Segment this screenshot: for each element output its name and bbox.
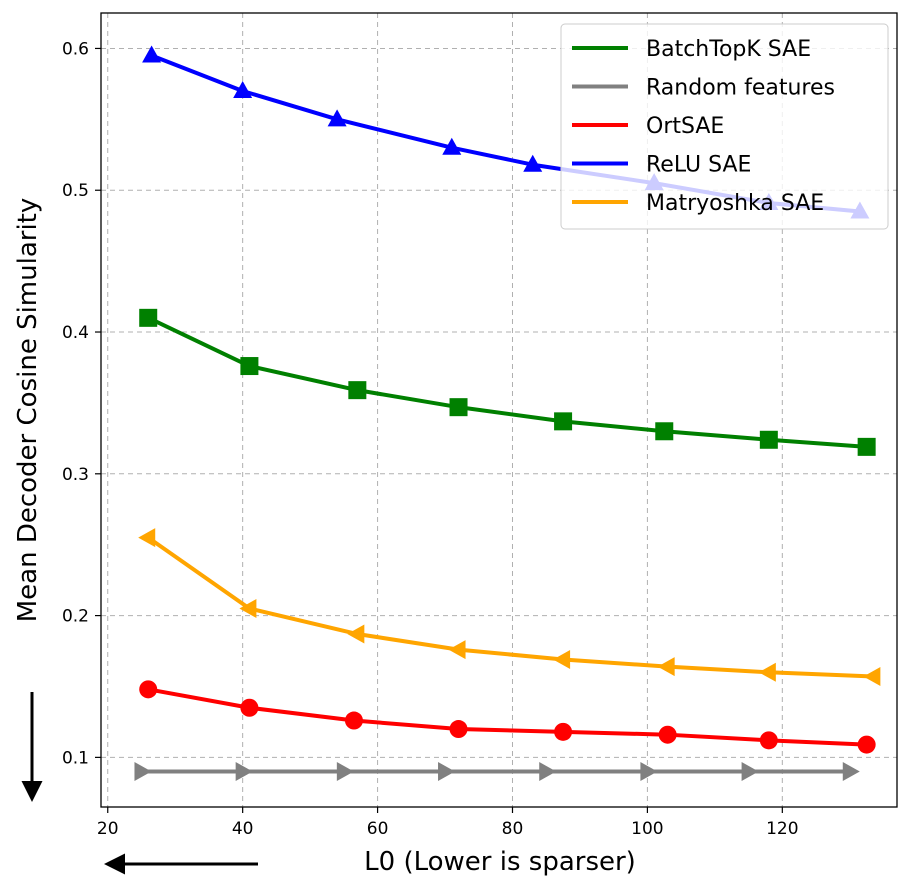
data-point-relu-sae xyxy=(233,80,253,98)
data-point-random-features xyxy=(539,762,557,782)
legend: BatchTopK SAE Random features OrtSAE ReLU S… xyxy=(560,23,889,230)
legend-item-relu-sae: ReLU SAE xyxy=(572,153,751,178)
x-tick-label: 60 xyxy=(367,819,389,839)
data-point-matryoshka-sae xyxy=(239,599,257,618)
data-point-batchtopk-sae xyxy=(655,422,674,441)
data-point-random-features xyxy=(336,762,354,782)
data-point-relu-sae xyxy=(442,137,462,155)
data-point-matryoshka-sae xyxy=(138,528,156,548)
data-point-matryoshka-sae xyxy=(758,662,776,682)
y-tick-label: 0.6 xyxy=(62,39,89,59)
data-point-random-features xyxy=(842,762,860,782)
x-tick-label: 40 xyxy=(232,819,254,839)
data-point-random-features xyxy=(640,762,658,782)
y-axis-label: Mean Decoder Cosine Simularity xyxy=(13,198,43,623)
legend-label-random-features: Random features xyxy=(646,76,835,101)
data-point-random-features xyxy=(438,762,456,782)
data-point-ortsae xyxy=(344,711,363,730)
data-point-matryoshka-sae xyxy=(657,657,675,677)
data-point-ortsae xyxy=(139,680,158,699)
data-point-matryoshka-sae xyxy=(863,667,881,687)
data-point-batchtopk-sae xyxy=(857,437,876,456)
legend-label-ortsae: OrtSAE xyxy=(646,114,724,139)
y-tick-label: 0.3 xyxy=(62,465,89,485)
data-point-relu-sae xyxy=(327,109,347,127)
data-point-matryoshka-sae xyxy=(553,650,571,670)
data-point-batchtopk-sae xyxy=(348,381,367,400)
x-tick-label: 80 xyxy=(502,819,524,839)
plot-area-frame xyxy=(100,12,898,808)
legend-item-matryoshka-sae: Matryoshka SAE xyxy=(572,191,824,216)
data-point-batchtopk-sae xyxy=(240,357,259,376)
grid xyxy=(101,13,897,807)
data-point-ortsae xyxy=(658,725,677,744)
x-tick-label: 120 xyxy=(766,819,798,839)
y-tick-label: 0.5 xyxy=(62,181,89,201)
data-point-random-features xyxy=(134,762,152,782)
data-point-relu-sae xyxy=(142,45,162,63)
y-tick-label: 0.4 xyxy=(62,323,89,343)
series-matryoshka-sae xyxy=(138,528,881,687)
series-ortsae xyxy=(139,680,876,754)
legend-label-matryoshka-sae: Matryoshka SAE xyxy=(646,191,824,216)
data-point-ortsae xyxy=(554,722,573,741)
data-point-random-features xyxy=(235,762,253,782)
legend-item-random-features: Random features xyxy=(572,76,835,101)
data-point-batchtopk-sae xyxy=(139,308,158,327)
data-point-random-features xyxy=(741,762,759,782)
data-point-ortsae xyxy=(857,735,876,754)
series-line-ortsae xyxy=(146,687,869,747)
series-line-batchtopk-sae xyxy=(146,315,869,449)
data-point-matryoshka-sae xyxy=(448,640,466,660)
axis-ticks: 20 40 60 80 100 120 0.1 0.2 0.3 0.4 0.5 0.6 xyxy=(62,39,799,839)
x-tick-label: 20 xyxy=(97,819,119,839)
series-line-matryoshka-sae xyxy=(146,535,876,679)
series-batchtopk-sae xyxy=(139,308,876,456)
legend-item-ortsae: OrtSAE xyxy=(572,114,724,139)
data-point-matryoshka-sae xyxy=(347,624,365,644)
data-point-relu-sae xyxy=(523,154,543,172)
legend-label-batchtopk-sae: BatchTopK SAE xyxy=(646,37,811,62)
data-point-batchtopk-sae xyxy=(759,430,778,449)
legend-item-batchtopk-sae: BatchTopK SAE xyxy=(572,37,811,62)
y-tick-label: 0.2 xyxy=(62,607,89,627)
data-point-ortsae xyxy=(449,720,468,739)
legend-frame xyxy=(560,23,889,230)
legend-label-relu-sae: ReLU SAE xyxy=(646,153,751,178)
data-point-batchtopk-sae xyxy=(449,398,468,417)
x-tick-label: 100 xyxy=(631,819,663,839)
data-point-batchtopk-sae xyxy=(554,412,573,431)
data-point-ortsae xyxy=(240,698,259,717)
y-tick-label: 0.1 xyxy=(62,748,89,768)
x-axis-label: L0 (Lower is sparser) xyxy=(364,847,636,877)
data-point-ortsae xyxy=(759,731,778,750)
series-random-features xyxy=(134,762,860,782)
